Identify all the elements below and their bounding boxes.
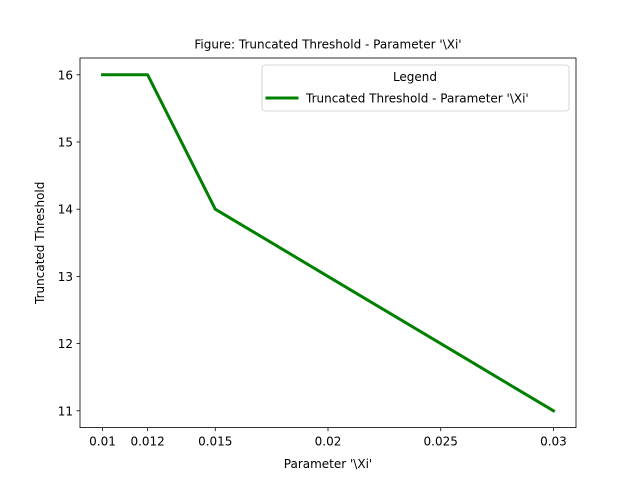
y-axis-label: Truncated Threshold	[33, 182, 47, 305]
x-tick-label: 0.012	[130, 435, 164, 449]
series-line	[101, 73, 556, 413]
y-tick-label: 15	[58, 136, 73, 150]
x-tick-label: 0.015	[198, 435, 232, 449]
x-axis: 0.01 0.012 0.015 0.02 0.025 0.03	[89, 427, 567, 449]
x-axis-label: Parameter '\Xi'	[284, 457, 372, 471]
x-tick-label: 0.01	[89, 435, 116, 449]
y-axis: 11 12 13 14 15 16	[58, 68, 80, 418]
y-tick-label: 12	[58, 337, 73, 351]
x-tick-label: 0.03	[540, 435, 567, 449]
y-tick-label: 11	[58, 404, 73, 418]
legend: Legend Truncated Threshold - Parameter '…	[261, 64, 570, 112]
x-tick-label: 0.025	[424, 435, 458, 449]
y-tick-label: 13	[58, 270, 73, 284]
legend-frame	[261, 64, 570, 112]
legend-entry-label: Truncated Threshold - Parameter '\Xi'	[305, 92, 529, 106]
x-tick-label: 0.02	[315, 435, 342, 449]
y-tick-label: 16	[58, 68, 73, 82]
y-tick-label: 14	[58, 203, 73, 217]
series-layer	[101, 73, 556, 413]
legend-title: Legend	[393, 70, 437, 84]
plot-background	[80, 58, 576, 428]
plot-area	[79, 57, 577, 429]
chart-title: Figure: Truncated Threshold - Parameter …	[194, 38, 461, 52]
